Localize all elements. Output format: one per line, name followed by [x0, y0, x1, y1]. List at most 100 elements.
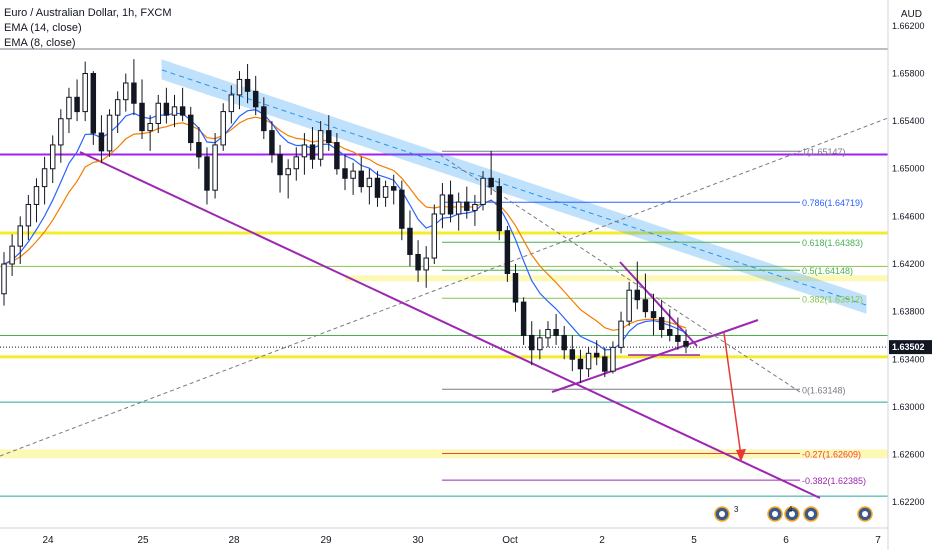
horizontal-levels	[0, 48, 888, 497]
candle-body	[374, 177, 381, 198]
candle-body	[407, 227, 413, 255]
x-tick-label-4: 30	[412, 535, 424, 546]
candle-body	[561, 334, 567, 351]
candle-body	[399, 189, 405, 229]
candle-body	[179, 106, 186, 116]
support-zone-mid	[345, 275, 888, 282]
candle-body	[163, 102, 170, 116]
fib-label-1: 0.786(1.64719)	[802, 198, 863, 208]
descending-channel	[161, 59, 867, 314]
fib-label-7: -0.382(1.62385)	[802, 476, 866, 486]
time-axis: 24 25 28 29 30 Oct 2 5 6 7	[0, 527, 888, 546]
currency-label: AUD	[900, 9, 922, 20]
candle-body	[269, 130, 275, 155]
candle-body	[33, 186, 40, 205]
fib-label-4: 0.382(1.63912)	[802, 294, 863, 304]
candle-body	[520, 301, 527, 336]
candle-body	[512, 273, 519, 303]
candle-body	[455, 201, 462, 215]
x-tick-label-7: 5	[691, 535, 697, 546]
symbol-title[interactable]: Euro / Australian Dollar, 1h, FXCM	[4, 7, 172, 19]
x-tick-label-8: 6	[783, 535, 789, 546]
candle-body	[204, 156, 210, 191]
axis-background	[888, 0, 932, 550]
candle-body	[212, 144, 218, 191]
y-tick-label-7: 1.63400	[892, 354, 925, 364]
event-flag-dot	[719, 511, 725, 517]
fib-label-2: 0.618(1.64383)	[802, 238, 863, 248]
candle-body	[431, 213, 438, 259]
candle-body	[390, 186, 397, 191]
channel-midline	[161, 69, 867, 306]
candle-body	[334, 142, 340, 170]
candle-body	[139, 102, 145, 132]
price-badge	[889, 340, 932, 355]
event-flag-dot	[862, 511, 868, 517]
candle-body	[41, 168, 48, 188]
candle-body	[569, 349, 576, 360]
candle-body	[464, 201, 470, 211]
candle-body	[17, 225, 23, 247]
y-tick-label-10: 1.62200	[892, 497, 925, 507]
candle-body	[683, 340, 689, 347]
y-tick-label-6: 1.63800	[892, 307, 925, 317]
candle-body	[504, 230, 511, 275]
price-badge-label: 1.63502	[892, 342, 925, 352]
event-flag-dot	[789, 511, 795, 517]
candle-body	[593, 352, 600, 358]
candle-body	[577, 358, 584, 370]
candle-body	[82, 72, 88, 113]
event-count-2: 4	[788, 505, 793, 514]
fib-label-3: 0.5(1.64148)	[802, 266, 853, 276]
study-ema-14[interactable]: EMA (14, close)	[4, 22, 82, 34]
study-ema-8[interactable]: EMA (8, close)	[4, 37, 76, 49]
candle-body	[326, 130, 332, 144]
candle-body	[366, 177, 373, 188]
candle-body	[382, 186, 389, 198]
ema-14-line	[3, 116, 687, 331]
candle-body	[261, 106, 267, 132]
y-tick-label-4: 1.64600	[892, 211, 925, 221]
support-zones	[0, 275, 888, 459]
candle-body	[342, 168, 348, 179]
candle-body	[252, 90, 259, 108]
candle-body	[317, 130, 324, 160]
y-tick-label-8: 1.63000	[892, 402, 925, 412]
candle-body	[236, 78, 243, 96]
event-flag-dot	[808, 511, 814, 517]
y-tick-label-0: 1.66200	[892, 21, 925, 31]
fib-label-6: -0.27(1.62609)	[802, 449, 861, 459]
rising-support-line	[551, 319, 759, 393]
candle-body	[98, 132, 105, 152]
candle-body	[626, 289, 632, 322]
candle-body	[650, 311, 657, 319]
candle-body	[131, 82, 137, 104]
candle-body	[1, 263, 7, 295]
candle-body	[480, 177, 486, 205]
candle-body	[529, 334, 535, 351]
event-flag-dot	[772, 511, 778, 517]
candle-body	[415, 253, 421, 271]
y-tick-label-3: 1.65000	[892, 164, 925, 174]
candle-body	[488, 177, 494, 188]
fibonacci-levels: 1(1.65147) 0.786(1.64719) 0.618(1.64383) 0.…	[442, 147, 866, 486]
ema-lines	[3, 109, 687, 351]
projection-arrow-line	[723, 332, 742, 457]
x-tick-label-1: 25	[137, 535, 149, 546]
candle-body	[358, 170, 364, 188]
candle-body	[350, 170, 356, 179]
x-tick-label-3: 29	[320, 535, 332, 546]
y-tick-label-1: 1.65800	[892, 68, 925, 78]
x-tick-label-5: Oct	[502, 535, 518, 546]
candle-body	[293, 156, 300, 170]
candle-body	[423, 257, 429, 271]
candle-body	[675, 334, 681, 342]
candle-body	[147, 122, 153, 132]
arrow-head-icon	[736, 449, 746, 462]
candle-body	[667, 328, 673, 336]
candle-body	[585, 352, 592, 370]
candle-body	[642, 299, 649, 313]
